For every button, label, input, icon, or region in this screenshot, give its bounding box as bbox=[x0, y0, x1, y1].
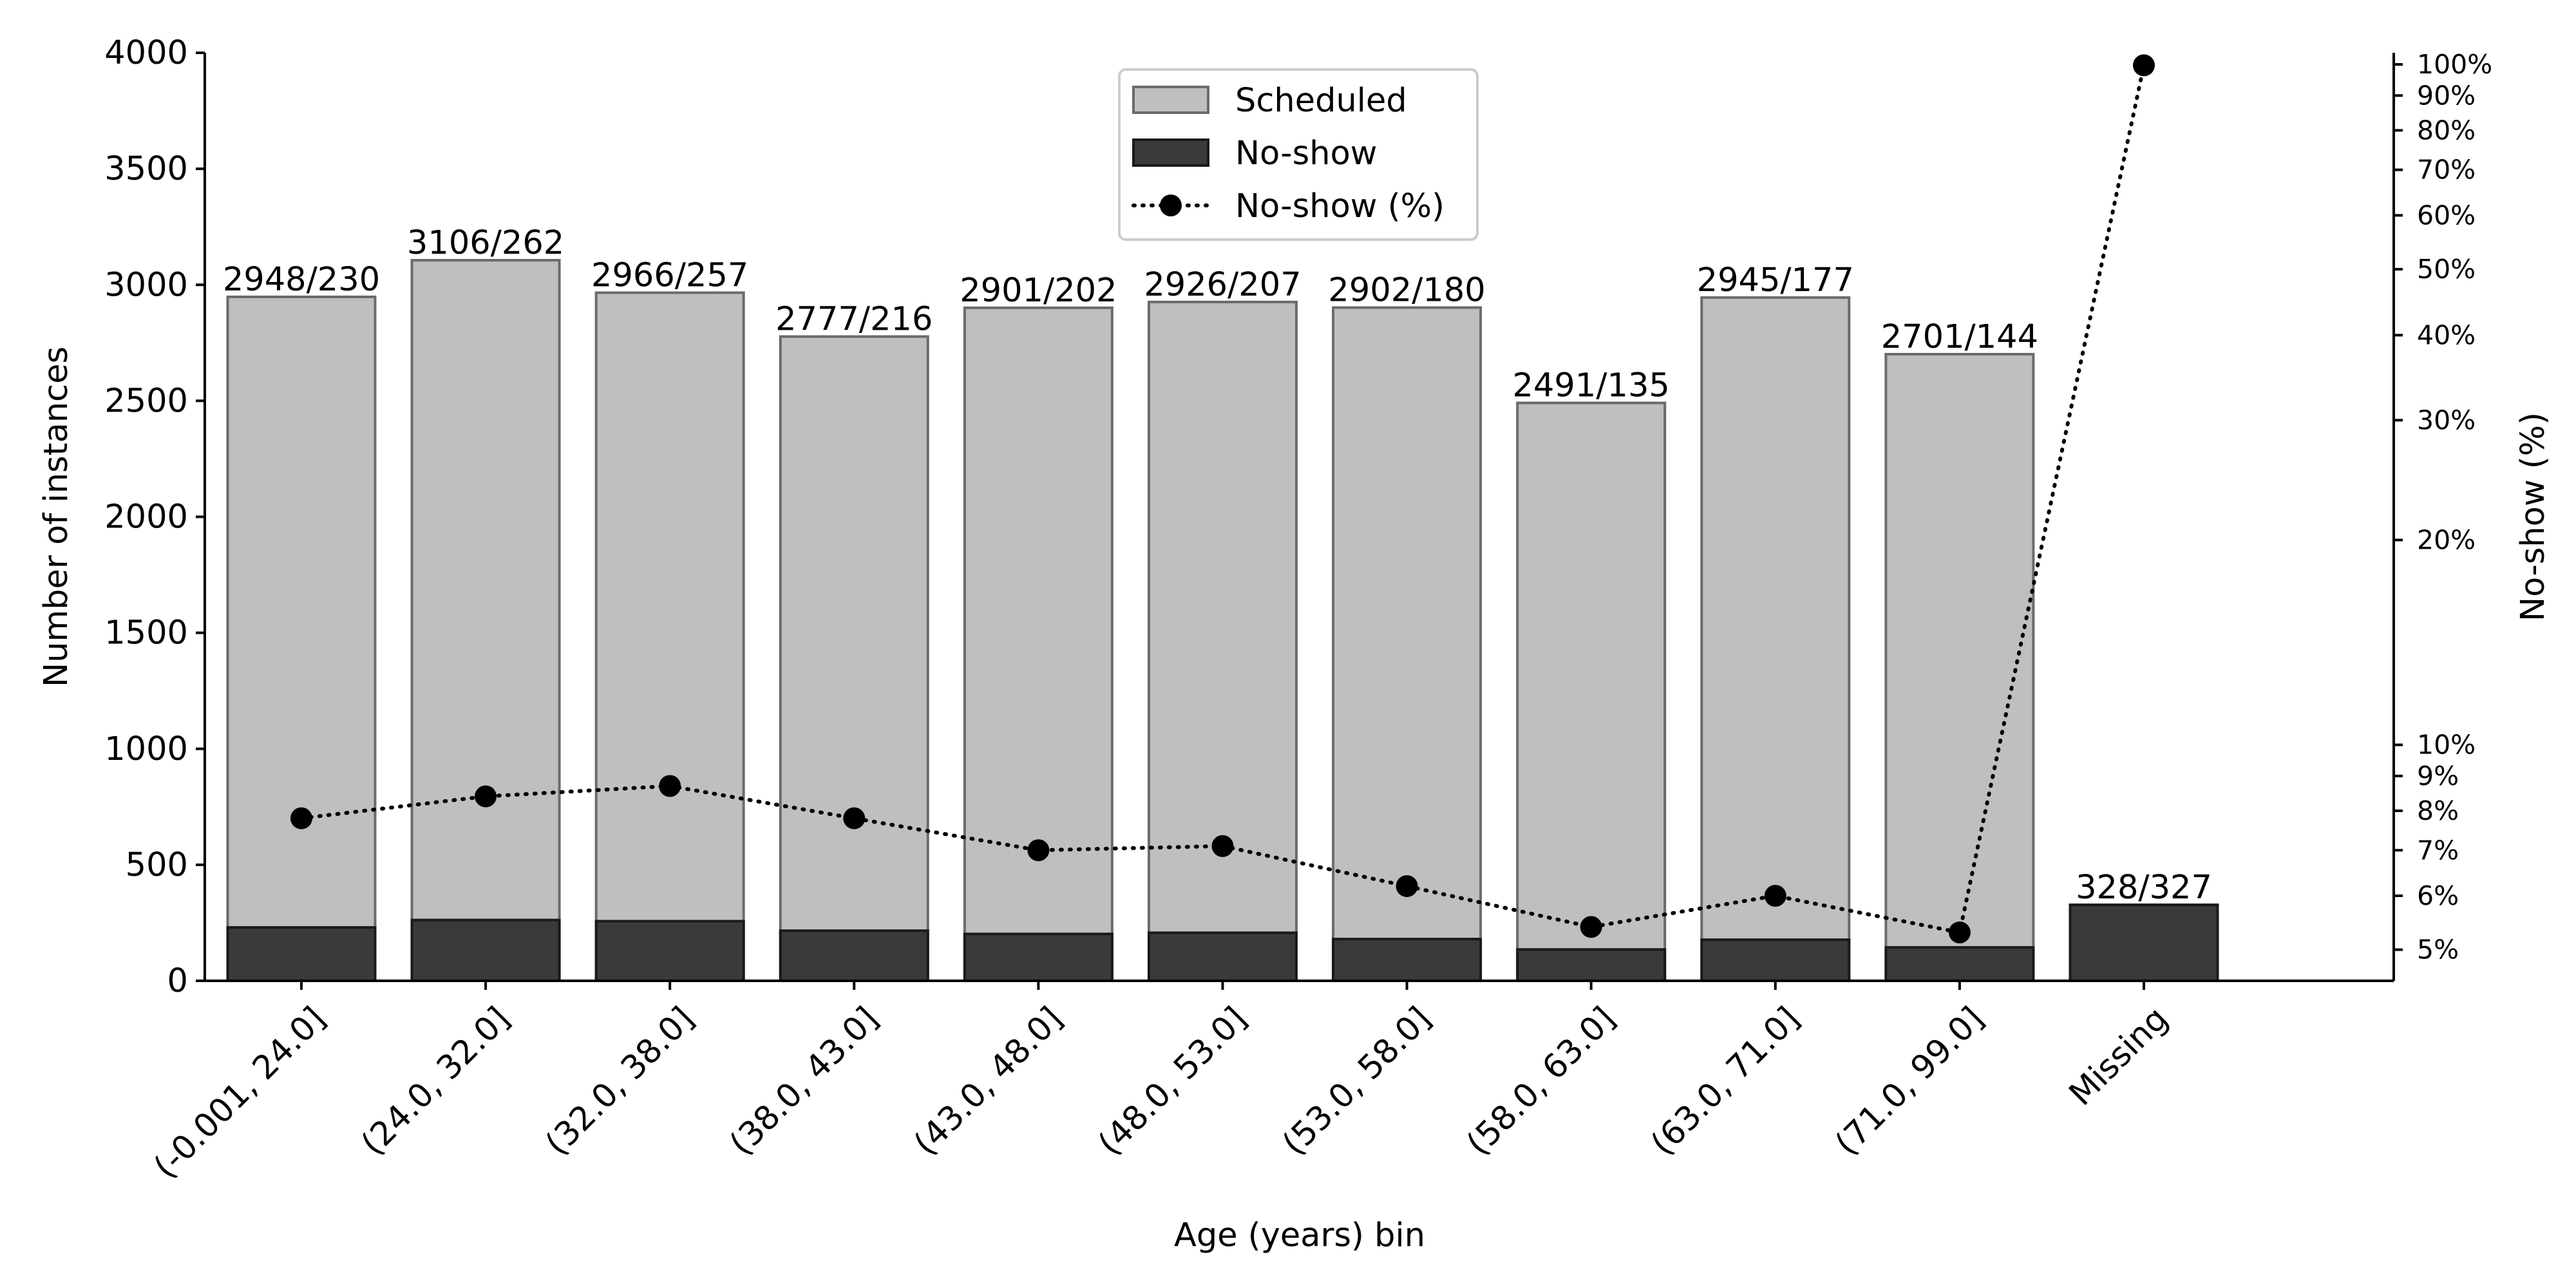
x-tick-label: (43.0, 48.0] bbox=[907, 999, 1070, 1162]
x-tick-label: (48.0, 53.0] bbox=[1091, 999, 1254, 1162]
bar-value-label: 2491/135 bbox=[1513, 367, 1670, 405]
noshow-pct-point bbox=[290, 807, 312, 829]
bar-value-label: 3106/262 bbox=[407, 224, 564, 262]
scheduled-bar bbox=[594, 291, 745, 982]
y2-tick-label: 5% bbox=[2417, 934, 2459, 965]
y2-tick-label: 9% bbox=[2417, 761, 2459, 791]
y-tick-label: 4000 bbox=[104, 34, 188, 72]
y2-tick-label: 60% bbox=[2417, 200, 2476, 231]
y-tick-label: 3500 bbox=[104, 150, 188, 188]
y-tick-label: 1500 bbox=[104, 614, 188, 652]
y2-tick-label: 30% bbox=[2417, 404, 2476, 435]
x-tick-label: Missing bbox=[2062, 999, 2175, 1113]
x-axis-label: Age (years) bin bbox=[1174, 1217, 1425, 1255]
y2-tick-label: 7% bbox=[2417, 835, 2459, 866]
bar-value-label: 2701/144 bbox=[1881, 318, 2038, 356]
labels-layer: 2948/230 3106/262 2966/257 2777/216 2901/202… bbox=[223, 224, 2212, 907]
y-tick-label: 0 bbox=[167, 962, 188, 1000]
y2-tick-label: 50% bbox=[2417, 254, 2476, 285]
x-tick-label: (63.0, 71.0] bbox=[1644, 999, 1807, 1162]
y-tick-label: 2000 bbox=[104, 498, 188, 536]
bar-value-label: 2777/216 bbox=[775, 301, 933, 339]
scheduled-bar bbox=[1332, 306, 1482, 983]
bar-value-label: 2902/180 bbox=[1328, 272, 1485, 310]
x-tick-label: (58.0, 63.0] bbox=[1460, 999, 1623, 1162]
noshow-bar bbox=[1332, 938, 1482, 983]
bar-value-label: 2945/177 bbox=[1697, 261, 1854, 299]
noshow-bar bbox=[410, 918, 561, 982]
scheduled-bar bbox=[1884, 352, 2035, 982]
y2-tick-label: 8% bbox=[2417, 795, 2459, 826]
noshow-pct-point bbox=[1948, 921, 1971, 943]
bar-value-label: 328/327 bbox=[2076, 869, 2212, 907]
legend-noshow-pct-label: No-show (%) bbox=[1235, 187, 1444, 225]
y-tick-label: 2500 bbox=[104, 382, 188, 420]
y2-axis-label: No-show (%) bbox=[2514, 412, 2552, 621]
scheduled-bar bbox=[1148, 300, 1298, 983]
y2-tick-label: 10% bbox=[2417, 730, 2476, 761]
noshow-bar bbox=[1516, 948, 1667, 982]
y2-tick-label: 70% bbox=[2417, 155, 2476, 185]
noshow-bar bbox=[226, 926, 377, 982]
noshow-bar bbox=[1148, 931, 1298, 982]
y-tick-label: 1000 bbox=[104, 730, 188, 768]
noshow-pct-point bbox=[1580, 916, 1602, 938]
noshow-pct-point bbox=[1396, 875, 1418, 897]
noshow-pct-point bbox=[1027, 839, 1050, 862]
scheduled-bar bbox=[779, 335, 929, 982]
scheduled-bar bbox=[1700, 296, 1851, 983]
noshow-pct-point bbox=[1764, 884, 1786, 907]
noshow-pct-point bbox=[475, 785, 497, 808]
noshow-bar bbox=[594, 920, 745, 983]
x-tick-label: (38.0, 43.0] bbox=[723, 999, 886, 1162]
noshow-line-layer bbox=[290, 54, 2155, 943]
noshow-pct-point bbox=[2133, 54, 2155, 77]
y2-tick-label: 6% bbox=[2417, 880, 2459, 911]
bar-value-label: 2966/257 bbox=[591, 256, 748, 294]
legend: Scheduled No-show No-show (%) bbox=[1118, 68, 1479, 241]
bar-value-label: 2901/202 bbox=[960, 272, 1117, 310]
bar-value-label: 2926/207 bbox=[1144, 266, 1301, 304]
noshow-pct-point bbox=[1211, 835, 1234, 857]
y-axis-label: Number of instances bbox=[37, 346, 75, 687]
scheduled-bar bbox=[226, 295, 377, 982]
noshow-pct-point bbox=[843, 807, 866, 829]
legend-scheduled-swatch bbox=[1132, 86, 1209, 114]
noshow-bar bbox=[963, 933, 1113, 982]
y2-tick-label: 90% bbox=[2417, 80, 2476, 111]
x-tick-label: (71.0, 99.0] bbox=[1828, 999, 1991, 1162]
scheduled-bar bbox=[963, 306, 1113, 982]
noshow-bar bbox=[1884, 946, 2035, 983]
bars-layer bbox=[226, 259, 2219, 983]
legend-noshow-swatch bbox=[1132, 138, 1209, 167]
legend-line-marker bbox=[1160, 194, 1182, 216]
x-tick-label: (53.0, 58.0] bbox=[1275, 999, 1438, 1162]
scheduled-bar bbox=[1516, 401, 1667, 982]
y2-tick-label: 20% bbox=[2417, 525, 2476, 556]
scheduled-bar bbox=[410, 259, 561, 983]
y2-tick-label: 100% bbox=[2417, 49, 2492, 80]
legend-noshow-label: No-show bbox=[1235, 135, 1378, 173]
y2-tick-label: 80% bbox=[2417, 115, 2476, 146]
x-tick-label: (24.0, 32.0] bbox=[354, 999, 517, 1162]
y-tick-label: 3000 bbox=[104, 266, 188, 304]
noshow-bar bbox=[779, 929, 929, 983]
noshow-bar bbox=[2069, 904, 2219, 982]
y2-tick-label: 40% bbox=[2417, 319, 2476, 350]
noshow-bar bbox=[1700, 938, 1851, 982]
x-tick-label: (-0.001, 24.0] bbox=[147, 999, 333, 1186]
bar-value-label: 2948/230 bbox=[223, 261, 380, 299]
legend-scheduled-label: Scheduled bbox=[1235, 82, 1407, 120]
noshow-pct-point bbox=[659, 775, 681, 797]
x-tick-label: (32.0, 38.0] bbox=[538, 999, 701, 1162]
y-tick-label: 500 bbox=[126, 846, 188, 884]
